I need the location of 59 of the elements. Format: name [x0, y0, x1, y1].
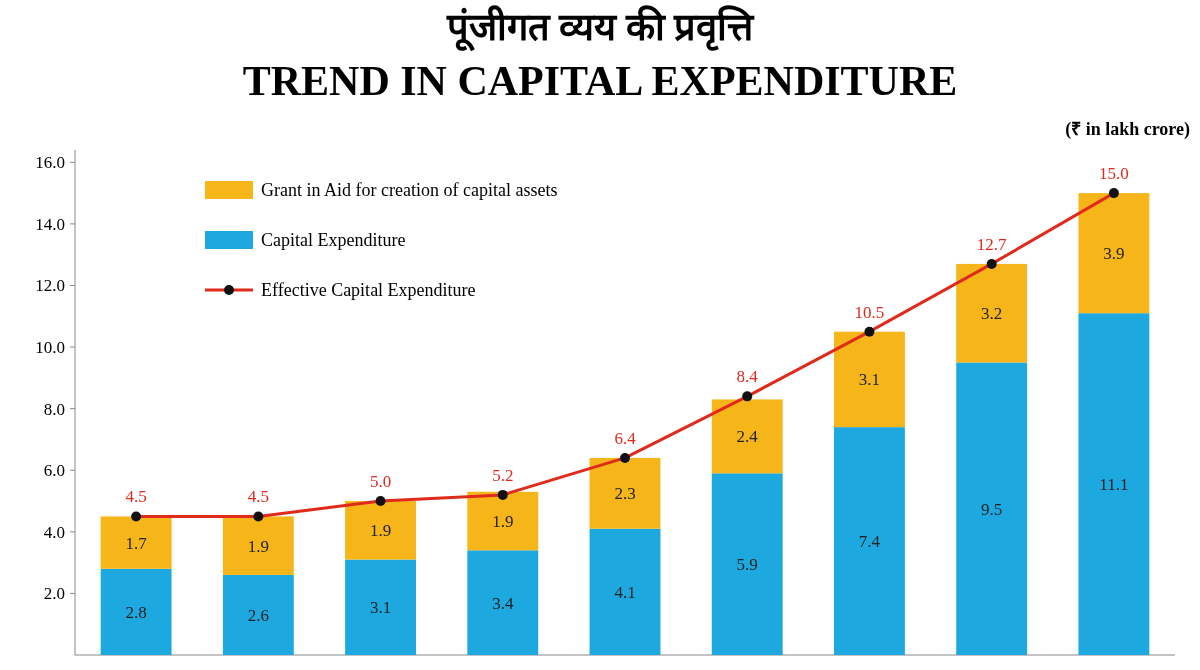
y-tick-label: 14.0: [35, 214, 65, 234]
data-label: 8.4: [736, 367, 759, 387]
data-label: 4.1: [614, 582, 636, 602]
bar: [467, 550, 539, 655]
y-tick-label: 6.0: [43, 461, 65, 481]
data-label: 3.1: [858, 370, 881, 390]
bar: [1078, 193, 1150, 314]
data-label: 2.8: [125, 602, 147, 622]
bar: [956, 263, 1028, 363]
data-label: 11.1: [1099, 475, 1129, 495]
data-label: 2.3: [614, 484, 636, 504]
y-tick-label: 16.0: [35, 153, 65, 173]
text: (₹ in lakh crore): [1065, 119, 1190, 140]
bar: [711, 399, 783, 474]
data-label: 5.9: [736, 555, 758, 575]
data-label: 5.0: [369, 472, 392, 492]
chart-subtitle: TREND IN CAPITAL EXPENDITURE: [242, 58, 958, 104]
y-tick-label: 2.0: [43, 584, 65, 604]
bar: [467, 491, 539, 551]
bar: [100, 568, 172, 655]
chart-title: पूंजीगत व्यय की प्रवृत्ति: [445, 5, 756, 52]
y-tick-label: 10.0: [35, 338, 65, 358]
data-label: 6.4: [614, 428, 637, 448]
bar: [834, 331, 905, 428]
legend-label: Effective Capital Expenditure: [261, 280, 476, 300]
data-label: 1.7: [125, 533, 148, 553]
data-label: 3.9: [1103, 244, 1125, 264]
y-tick-label: 12.0: [35, 276, 65, 296]
data-label: 3.2: [981, 304, 1003, 324]
data-label: 5.2: [492, 465, 514, 485]
bar: [345, 501, 416, 560]
bar: [711, 473, 783, 655]
data-label: 1.9: [369, 521, 392, 541]
data-label: 15.0: [1099, 164, 1129, 184]
bar: [589, 528, 661, 655]
data-label: 2.4: [736, 427, 759, 447]
y-tick-label: 4.0: [43, 522, 65, 542]
data-label: 10.5: [854, 302, 885, 322]
bar: [956, 362, 1028, 655]
data-label: 3.4: [492, 593, 514, 613]
bar: [834, 427, 905, 655]
data-label: 2.6: [247, 605, 269, 625]
bar: [345, 559, 416, 655]
data-label: 7.4: [858, 532, 881, 552]
legend-label: Grant in Aid for creation of capital assets: [261, 180, 558, 200]
data-label: 4.5: [247, 487, 269, 507]
data-label: 3.1: [369, 598, 392, 618]
y-tick-label: 8.0: [43, 399, 65, 419]
bar: [222, 516, 294, 575]
data-label: 9.5: [981, 499, 1003, 519]
data-label: 12.7: [976, 234, 1008, 254]
legend-label: Capital Expenditure: [261, 230, 406, 250]
bar: [100, 516, 172, 569]
data-label: 1.9: [492, 512, 514, 532]
bar: [222, 574, 294, 655]
data-label: 1.9: [247, 536, 269, 556]
data-label: 4.5: [125, 487, 147, 507]
bar: [589, 457, 661, 529]
bar: [1078, 313, 1150, 655]
